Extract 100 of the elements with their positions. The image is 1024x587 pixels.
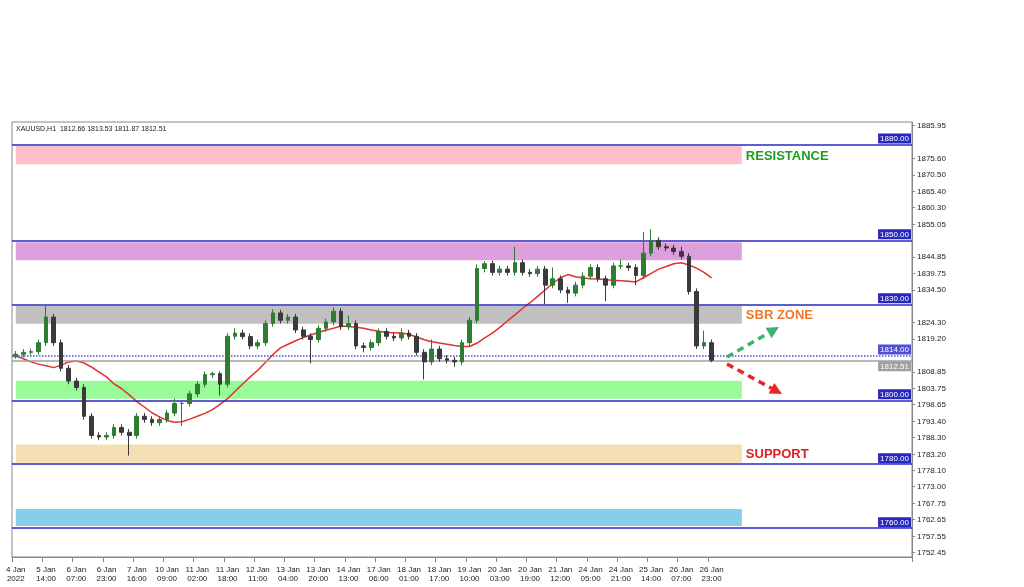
candlestick <box>82 383 86 420</box>
y-tick-label: 1870.50 <box>917 170 947 180</box>
candlestick <box>134 412 139 440</box>
y-tick-label: 1865.40 <box>917 186 947 196</box>
candlestick <box>74 377 79 392</box>
candlestick <box>611 262 616 289</box>
candlestick <box>550 267 555 289</box>
candlestick <box>452 356 457 368</box>
candlestick <box>497 265 502 277</box>
candlestick <box>172 398 177 417</box>
x-tick-label: 6 Jan 23:00 <box>96 565 118 583</box>
y-tick-label: 1844.85 <box>917 252 947 262</box>
candlestick <box>414 332 419 356</box>
x-tick-label: 14 Jan 13:00 <box>336 565 361 583</box>
candlestick <box>656 236 661 251</box>
candlestick <box>482 260 487 273</box>
candlestick <box>346 315 351 331</box>
ref-line-label: 1814.00 <box>880 344 910 354</box>
candlestick <box>180 399 184 427</box>
candlestick <box>278 309 283 325</box>
candlestick <box>165 409 169 424</box>
y-tick-label: 1752.45 <box>917 547 947 557</box>
ref-line-label: 1850.00 <box>880 229 910 239</box>
candlestick <box>422 348 427 380</box>
candlestick <box>429 339 434 366</box>
candlestick <box>271 308 275 328</box>
x-tick-label: 13 Jan 20:00 <box>306 565 331 583</box>
candlestick <box>316 324 321 344</box>
candlestick <box>225 332 230 388</box>
y-tick-label: 1839.75 <box>917 268 947 278</box>
candlestick <box>573 281 578 297</box>
candlestick <box>36 339 41 356</box>
candlestick <box>331 307 336 326</box>
candlestick <box>649 228 653 257</box>
ref-line-label: 1780.00 <box>880 453 910 463</box>
candlestick <box>210 370 215 379</box>
x-tick-label: 26 Jan 23:00 <box>699 565 724 583</box>
x-tick-label: 6 Jan 07:00 <box>66 565 87 583</box>
x-tick-label: 10 Jan 09:00 <box>155 565 180 583</box>
candlestick <box>361 342 366 353</box>
candlestick <box>505 265 510 277</box>
candlestick <box>641 231 646 280</box>
candlestick <box>467 316 472 347</box>
x-tick-label: 24 Jan 05:00 <box>578 565 603 583</box>
candlestick <box>59 339 63 372</box>
candlestick <box>66 364 71 385</box>
ref-line-label: 1800.00 <box>880 389 910 399</box>
candlestick <box>490 260 495 277</box>
candlestick <box>384 327 389 340</box>
candlestick <box>596 263 600 283</box>
candlestick <box>324 318 328 332</box>
candlestick <box>679 246 684 261</box>
candlestick <box>89 412 94 440</box>
y-tick-label: 1783.20 <box>917 449 947 459</box>
candlestick <box>293 313 298 334</box>
line-series <box>15 261 713 424</box>
candlestick <box>97 431 101 441</box>
candlestick <box>694 287 699 350</box>
y-tick-label: 1834.50 <box>917 285 947 295</box>
y-tick-label: 1762.65 <box>917 515 947 525</box>
y-tick-label: 1788.30 <box>917 433 947 443</box>
y-tick-label: 1855.05 <box>917 219 947 229</box>
candlestick <box>566 286 570 304</box>
x-tick-label: 18 Jan 17:00 <box>427 565 452 583</box>
candlestick <box>709 339 714 363</box>
x-tick-label: 7 Jan 16:00 <box>126 565 148 583</box>
x-tick-label: 20 Jan 19:00 <box>518 565 543 583</box>
candlestick <box>195 380 200 398</box>
candlestick <box>475 263 479 325</box>
y-tick-label: 1757.55 <box>917 531 947 541</box>
candlestick <box>664 243 669 252</box>
x-tick-label: 18 Jan 01:00 <box>397 565 422 583</box>
candlestick <box>157 415 162 427</box>
band-label: SBR ZONE <box>745 307 814 323</box>
candlestick <box>119 423 124 436</box>
candlestick <box>150 415 154 427</box>
x-tick-label: 25 Jan 14:00 <box>639 565 664 583</box>
candlestick <box>240 329 245 340</box>
ref-line-label: 1880.00 <box>880 133 910 143</box>
candlestick <box>558 275 563 294</box>
candlestick <box>21 348 26 358</box>
candlestick <box>376 327 381 347</box>
band-label: RESISTANCE <box>745 147 829 163</box>
ref-line-label: 1760.00 <box>880 517 910 527</box>
x-tick-label: 20 Jan 03:00 <box>487 565 512 583</box>
candlestick <box>203 370 207 388</box>
candlestick <box>104 431 109 441</box>
y-tick-label: 1808.85 <box>917 367 947 377</box>
y-tick-label: 1885.95 <box>917 120 947 130</box>
candlestick <box>127 428 132 457</box>
candlestick <box>543 265 548 305</box>
x-tick-label: 17 Jan 06:00 <box>366 565 391 583</box>
x-tick-label: 12 Jan 11:00 <box>245 565 270 583</box>
x-tick-label: 5 Jan 14:00 <box>36 565 57 583</box>
candlestick <box>626 262 631 272</box>
candlestick <box>687 252 691 296</box>
candlestick <box>634 263 638 286</box>
candlestick <box>354 319 358 350</box>
candlestick <box>399 327 404 342</box>
candlestick <box>528 268 532 278</box>
